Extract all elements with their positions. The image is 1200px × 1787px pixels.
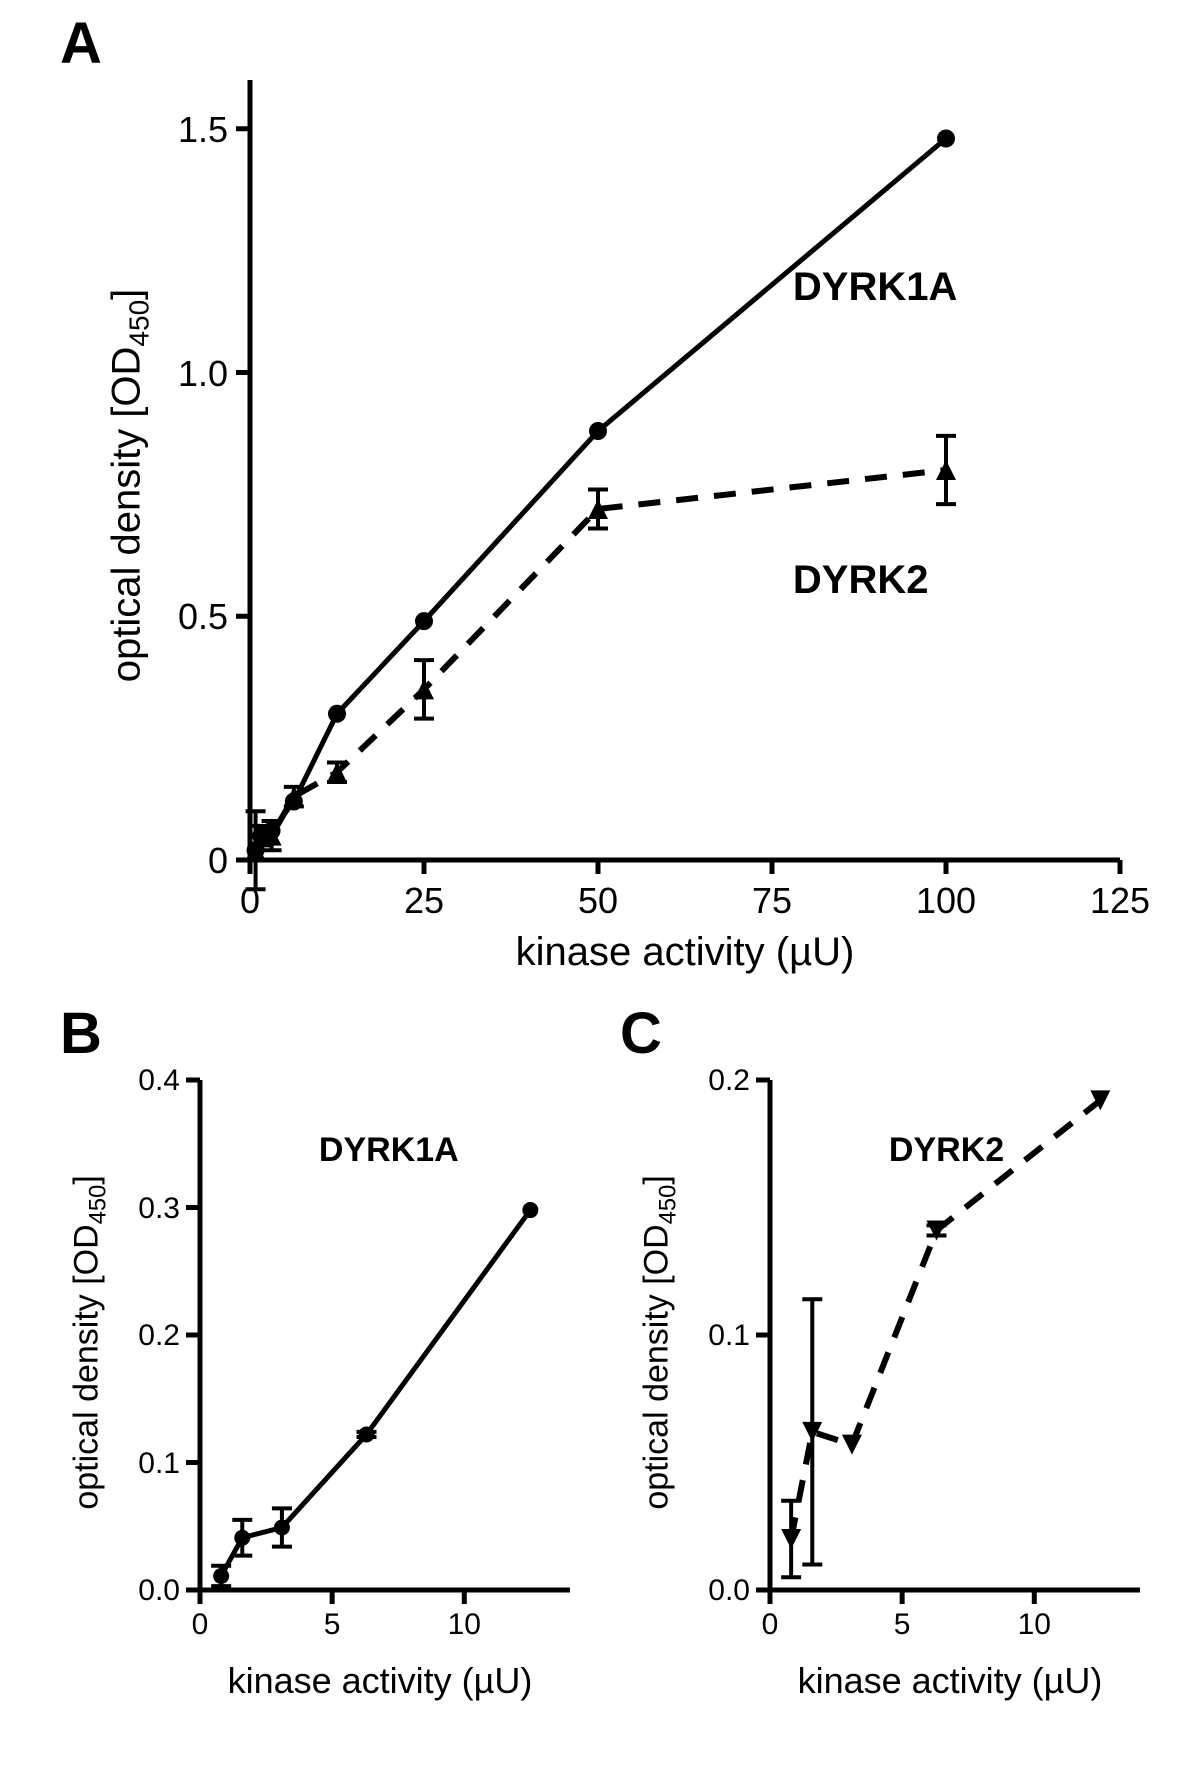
panel-c-xlabel: kinase activity (µU) [750, 1660, 1150, 1702]
ytick-label: 0.4 [138, 1064, 180, 1098]
ylabel-text: optical density [OD [105, 347, 149, 683]
panel-b-label: B [60, 1000, 102, 1067]
panel-b-ylabel: optical density [OD450] [68, 1142, 113, 1542]
xtick-label: 10 [1014, 1608, 1054, 1642]
ylabel-sub: 450 [124, 300, 155, 347]
ytick-label: 0.1 [708, 1319, 750, 1353]
panel-b-xlabel: kinase activity (µU) [180, 1660, 580, 1702]
ylabel-text: optical density [OD [68, 1224, 106, 1509]
panel-c-dyrk2-label: DYRK2 [889, 1131, 1004, 1170]
panel-a-xlabel: kinase activity (µU) [250, 930, 1120, 975]
ytick-label: 1.5 [178, 109, 228, 151]
panel-a-svg [250, 80, 1120, 860]
ylabel-sub: 450 [654, 1185, 681, 1225]
ytick-label: 0.2 [138, 1319, 180, 1353]
ytick-label: 0.3 [138, 1192, 180, 1226]
panel-a-label: A [60, 10, 102, 77]
xtick-label: 125 [1090, 880, 1150, 922]
panel-a-ylabel: optical density [OD450] [105, 286, 156, 686]
xtick-label: 100 [916, 880, 976, 922]
ytick-label: 0.1 [138, 1447, 180, 1481]
panel-a-chart [250, 80, 1120, 860]
ylabel-text: optical density [OD [638, 1224, 676, 1509]
ylabel-close: ] [105, 289, 149, 300]
ytick-label: 0 [208, 840, 228, 882]
ylabel-close: ] [68, 1175, 106, 1184]
ylabel-sub: 450 [84, 1185, 111, 1225]
xtick-label: 0 [220, 880, 280, 922]
panel-c-ylabel: optical density [OD450] [638, 1142, 683, 1542]
ytick-label: 0.0 [138, 1574, 180, 1608]
ytick-label: 0.5 [178, 596, 228, 638]
ylabel-close: ] [638, 1175, 676, 1184]
xtick-label: 50 [568, 880, 628, 922]
panel-b-dyrk1a-label: DYRK1A [319, 1131, 459, 1170]
panel-c-label: C [620, 1000, 662, 1067]
xtick-label: 25 [394, 880, 454, 922]
ytick-label: 0.2 [708, 1064, 750, 1098]
ytick-label: 0.0 [708, 1574, 750, 1608]
xtick-label: 0 [750, 1608, 790, 1642]
ytick-label: 1.0 [178, 353, 228, 395]
panel-a-dyrk1a-label: DYRK1A [793, 265, 957, 310]
xtick-label: 10 [444, 1608, 484, 1642]
xtick-label: 5 [312, 1608, 352, 1642]
xtick-label: 0 [180, 1608, 220, 1642]
panel-a-dyrk2-label: DYRK2 [793, 558, 929, 603]
xtick-label: 75 [742, 880, 802, 922]
xtick-label: 5 [882, 1608, 922, 1642]
